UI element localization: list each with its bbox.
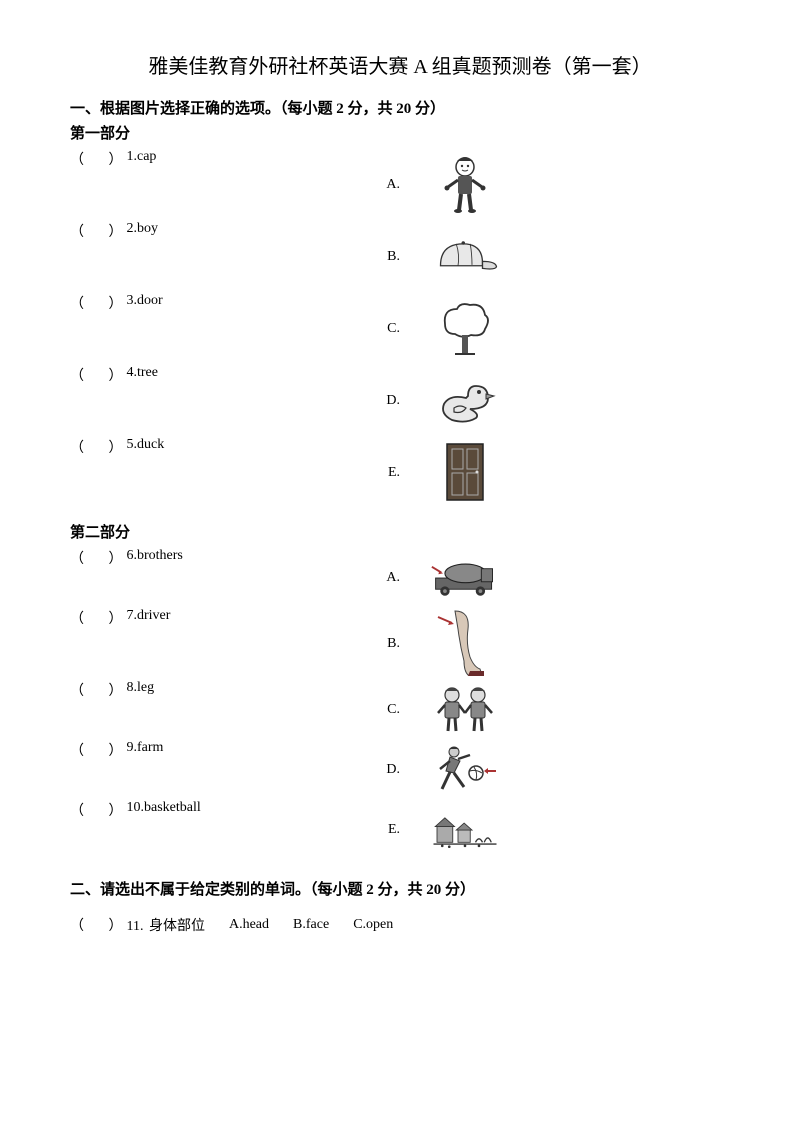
- tree-icon: [430, 299, 500, 359]
- option-row: B.: [370, 221, 500, 293]
- answer-blank[interactable]: （ ）: [70, 915, 123, 935]
- answer-blank[interactable]: （ ）: [70, 680, 123, 700]
- option-label: C.: [370, 321, 400, 337]
- option-row: E.: [370, 437, 500, 509]
- option-row: B.: [370, 608, 500, 680]
- option-label: C.: [370, 702, 400, 718]
- answer-blank[interactable]: （ ）: [70, 365, 123, 385]
- answer-blank[interactable]: （ ）: [70, 608, 123, 628]
- option-label: E.: [370, 465, 400, 481]
- question-text: 8.leg: [127, 680, 155, 696]
- section1-header: 一、根据图片选择正确的选项。（每小题 2 分，共 20 分）: [70, 97, 730, 118]
- option-row: A.: [370, 149, 500, 221]
- option-label: D.: [370, 762, 400, 778]
- answer-blank[interactable]: （ ）: [70, 437, 123, 457]
- answer-blank[interactable]: （ ）: [70, 293, 123, 313]
- farm-icon: [430, 800, 500, 860]
- part2-label: 第二部分: [70, 521, 730, 542]
- answer-blank[interactable]: （ ）: [70, 800, 123, 820]
- door-icon: [430, 443, 500, 503]
- option-label: D.: [370, 393, 400, 409]
- section2-header: 二、请选出不属于给定类别的单词。（每小题 2 分，共 20 分）: [70, 878, 730, 899]
- option-row: A.: [370, 548, 500, 608]
- question-text: 7.driver: [127, 608, 171, 624]
- answer-blank[interactable]: （ ）: [70, 740, 123, 760]
- basketball-icon: [430, 740, 500, 800]
- option-label: E.: [370, 822, 400, 838]
- option-row: E.: [370, 800, 500, 860]
- option-label: A.: [370, 177, 400, 193]
- part1-matching: （ ） 1.cap （ ） 2.boy （ ） 3.door （ ） 4.tre…: [70, 149, 730, 509]
- part1-label: 第一部分: [70, 122, 730, 143]
- question-text: 11. 身体部位: [127, 915, 205, 935]
- question-text: 6.brothers: [127, 548, 183, 564]
- brothers-icon: [430, 680, 500, 740]
- choice-b: B.face: [293, 917, 329, 933]
- answer-blank[interactable]: （ ）: [70, 221, 123, 241]
- choice-a: A.head: [229, 917, 269, 933]
- answer-blank[interactable]: （ ）: [70, 149, 123, 169]
- boy-icon: [430, 155, 500, 215]
- question-text: 1.cap: [127, 149, 157, 165]
- page-title: 雅美佳教育外研社杯英语大赛 A 组真题预测卷（第一套）: [70, 50, 730, 79]
- answer-blank[interactable]: （ ）: [70, 548, 123, 568]
- option-label: B.: [370, 249, 400, 265]
- part1-options: A. B.: [370, 149, 500, 509]
- choice-c: C.open: [353, 917, 393, 933]
- option-row: D.: [370, 365, 500, 437]
- option-row: C.: [370, 293, 500, 365]
- part2-matching: （ ） 6.brothers （ ） 7.driver （ ） 8.leg （ …: [70, 548, 730, 860]
- option-row: C.: [370, 680, 500, 740]
- part2-options: A. B.: [370, 548, 500, 860]
- question-text: 9.farm: [127, 740, 164, 756]
- question-text: 4.tree: [127, 365, 158, 381]
- duck-icon: [430, 371, 500, 431]
- leg-icon: [430, 614, 500, 674]
- question-text: 10.basketball: [127, 800, 201, 816]
- question-text: 5.duck: [127, 437, 165, 453]
- cap-icon: [430, 227, 500, 287]
- option-label: B.: [370, 636, 400, 652]
- question-row: （ ） 11. 身体部位 A.head B.face C.open: [70, 915, 730, 935]
- option-row: D.: [370, 740, 500, 800]
- question-text: 3.door: [127, 293, 163, 309]
- truck-icon: [430, 548, 500, 608]
- option-label: A.: [370, 570, 400, 586]
- question-text: 2.boy: [127, 221, 159, 237]
